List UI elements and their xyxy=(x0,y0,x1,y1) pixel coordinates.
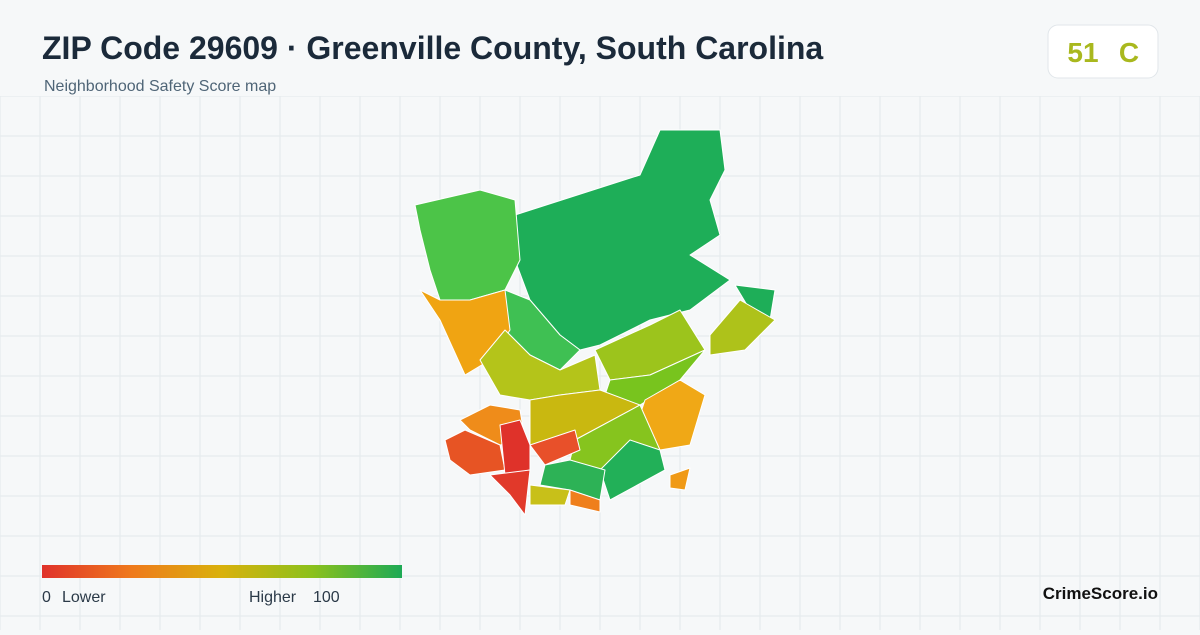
legend-min: 0 xyxy=(42,589,51,606)
region xyxy=(414,189,521,301)
background-grid xyxy=(0,95,1200,630)
region xyxy=(514,129,731,351)
legend-min-label: Lower xyxy=(62,589,106,606)
region xyxy=(569,489,601,513)
region xyxy=(499,419,531,476)
header-band xyxy=(0,0,1200,96)
legend-max: 100 xyxy=(313,589,340,606)
region xyxy=(709,299,776,356)
score-value: 51 xyxy=(1067,37,1098,68)
legend-gradient xyxy=(42,565,402,578)
legend-max-label: Higher xyxy=(249,589,297,606)
region xyxy=(669,467,691,491)
region xyxy=(599,439,666,501)
brand: CrimeScore.io xyxy=(1043,584,1158,603)
zip-map xyxy=(414,129,776,516)
title: ZIP Code 29609 · Greenville County, Sout… xyxy=(42,30,823,66)
score-badge xyxy=(1047,24,1159,79)
region xyxy=(479,329,601,401)
subtitle: Neighborhood Safety Score map xyxy=(44,78,276,95)
score-grade: C xyxy=(1119,37,1139,68)
region xyxy=(529,484,571,506)
region xyxy=(489,469,531,516)
region xyxy=(529,429,581,466)
